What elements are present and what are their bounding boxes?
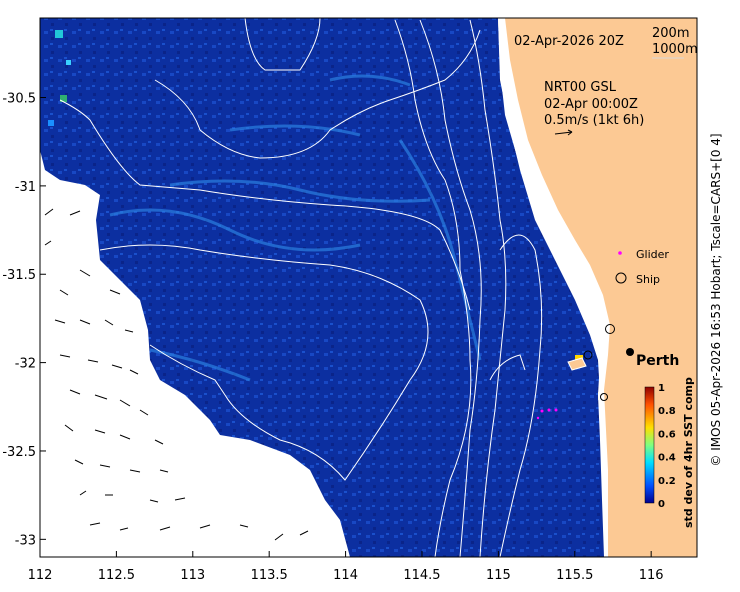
current-vectors bbox=[44, 208, 309, 541]
sst-field bbox=[40, 18, 605, 557]
x-tick-label: 115 bbox=[486, 568, 511, 583]
contour-legend-200: 200m bbox=[652, 26, 689, 41]
x-tick-label: 112.5 bbox=[98, 568, 135, 583]
x-tick-label: 113 bbox=[180, 568, 205, 583]
colorbar-tick-label: 0.8 bbox=[658, 406, 676, 417]
ship-marker bbox=[583, 350, 593, 360]
x-tick-label: 114.5 bbox=[403, 568, 440, 583]
y-tick-label: -31.5 bbox=[2, 268, 36, 283]
island bbox=[567, 357, 587, 371]
sst-fronts bbox=[109, 74, 482, 382]
colorbar-tick-label: 1 bbox=[658, 383, 665, 394]
perth-marker bbox=[626, 348, 634, 356]
y-tick-label: -30.5 bbox=[2, 92, 36, 107]
x-tick-label: 115.5 bbox=[556, 568, 593, 583]
glider-legend-marker bbox=[618, 251, 622, 255]
colorbar-ticks: 0 0.2 0.4 0.6 0.8 1 bbox=[658, 383, 676, 510]
city-label-perth: Perth bbox=[636, 353, 679, 369]
colorbar bbox=[644, 386, 655, 504]
y-tick-label: -32.5 bbox=[2, 445, 36, 460]
ship-marker bbox=[600, 393, 608, 401]
contours bbox=[59, 18, 543, 557]
current-source-label: NRT00 GSL bbox=[544, 80, 617, 95]
x-tick-label: 116 bbox=[639, 568, 664, 583]
glider-markers bbox=[536, 408, 558, 420]
coast-cloud bbox=[498, 18, 610, 557]
y-tick-label: -32 bbox=[15, 357, 36, 372]
x-tick-label: 112 bbox=[28, 568, 53, 583]
x-axis: 112 112.5 113 113.5 114 114.5 115 115.5 116 bbox=[28, 551, 664, 583]
ship-legend-marker bbox=[615, 272, 627, 284]
colorbar-label: std dev of 4hr SST comp bbox=[682, 377, 695, 528]
x-tick-label: 113.5 bbox=[251, 568, 288, 583]
y-tick-label: -33 bbox=[15, 533, 36, 548]
ship-legend-label: Ship bbox=[636, 273, 660, 286]
contour-legend-1000: 1000m bbox=[652, 42, 698, 57]
colorbar-tick-label: 0.2 bbox=[658, 476, 676, 487]
date-label: 02-Apr-2026 20Z bbox=[514, 34, 624, 49]
current-time-label: 02-Apr 00:00Z bbox=[544, 97, 638, 112]
credit-text: © IMOS 05-Apr-2026 16:53 Hobart; Tscale=… bbox=[709, 133, 723, 467]
glider-legend-label: Glider bbox=[636, 248, 669, 261]
x-tick-label: 114 bbox=[333, 568, 358, 583]
scale-arrow bbox=[554, 129, 573, 136]
ship-marker bbox=[605, 324, 615, 334]
colorbar-tick-label: 0.6 bbox=[658, 429, 676, 440]
y-tick-label: -31 bbox=[15, 180, 36, 195]
y-axis: -30.5 -31 -31.5 -32 -32.5 -33 bbox=[2, 92, 46, 548]
current-scale-label: 0.5m/s (1kt 6h) bbox=[544, 113, 644, 128]
plot-frame bbox=[39, 17, 698, 558]
colorbar-tick-label: 0 bbox=[658, 499, 665, 510]
colorbar-tick-label: 0.4 bbox=[658, 453, 676, 464]
